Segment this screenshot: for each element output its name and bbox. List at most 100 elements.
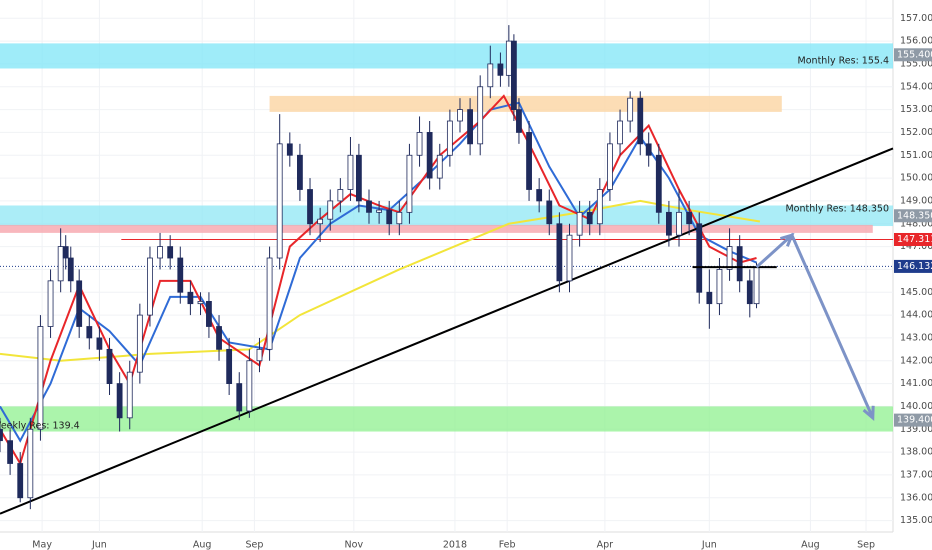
zone-label: Weekly Res: 139.4 xyxy=(0,421,80,432)
y-tick-label: 151.000 xyxy=(900,150,932,161)
price-badge xyxy=(894,48,932,62)
y-tick-label: 155.000 xyxy=(900,58,932,69)
candle-body xyxy=(446,120,453,156)
candle-body xyxy=(586,211,593,225)
candle-body xyxy=(436,154,443,179)
y-tick-label: 147.000 xyxy=(900,241,932,252)
candle-body xyxy=(57,246,64,282)
candle-body xyxy=(726,246,733,270)
candle-body xyxy=(106,348,113,384)
candle-body xyxy=(716,269,723,305)
candle-body xyxy=(666,211,672,236)
candle-body xyxy=(510,40,517,110)
y-tick-label: 145.000 xyxy=(900,287,932,298)
y-tick-label: 153.000 xyxy=(900,104,932,115)
price-badge-label: 148.350 xyxy=(897,210,932,221)
price-badge xyxy=(894,413,932,427)
x-tick-label: Feb xyxy=(499,540,516,550)
y-tick-label: 140.000 xyxy=(900,401,932,412)
candle-body xyxy=(116,383,123,419)
candle-body xyxy=(206,300,212,327)
price-badge xyxy=(894,232,932,246)
candle-body xyxy=(307,189,313,225)
y-tick-label: 152.000 xyxy=(900,127,932,138)
candle-body xyxy=(126,371,133,419)
price-badge xyxy=(894,209,932,223)
candle-body xyxy=(416,132,423,156)
x-tick-label: Sep xyxy=(857,540,875,550)
candle-body xyxy=(256,348,263,362)
candle-body xyxy=(27,428,34,499)
candle-body xyxy=(236,383,243,412)
candle-body xyxy=(76,280,83,327)
y-tick-label: 135.000 xyxy=(900,515,932,526)
candle-body xyxy=(607,143,613,190)
candle-body xyxy=(276,143,283,259)
resistance-zone xyxy=(0,406,893,432)
candle-body xyxy=(266,257,273,350)
candle-body xyxy=(187,291,194,305)
zone-label: Monthly Res: 148.350 xyxy=(785,203,889,214)
candle-body xyxy=(645,143,652,156)
candle-body xyxy=(556,223,563,282)
candle-body xyxy=(286,143,293,156)
candle-body xyxy=(696,223,703,293)
zone-label: Monthly Res: 155.4 xyxy=(798,55,889,66)
candle-body xyxy=(246,360,253,412)
candle-body xyxy=(396,211,403,225)
candle-body xyxy=(746,280,753,305)
candle-body xyxy=(576,211,583,236)
candle-body xyxy=(347,154,354,190)
x-tick-label: Nov xyxy=(345,540,364,550)
price-badge-label: 139.400 xyxy=(897,415,932,426)
candle-body xyxy=(136,314,143,373)
y-tick-label: 143.000 xyxy=(900,332,932,343)
candle-body xyxy=(0,428,3,442)
y-tick-label: 141.000 xyxy=(900,378,932,389)
candle-body xyxy=(297,154,303,190)
y-tick-label: 142.000 xyxy=(900,355,932,366)
candle-body xyxy=(627,97,634,122)
y-tick-label: 137.000 xyxy=(900,469,932,480)
candle-body xyxy=(736,246,743,282)
y-tick-label: 150.000 xyxy=(900,173,932,184)
candle-body xyxy=(86,326,93,339)
x-tick-label: Apr xyxy=(597,540,614,550)
x-tick-label: Aug xyxy=(193,540,212,550)
candle-body xyxy=(477,86,484,145)
candle-body xyxy=(516,109,522,133)
candle-body xyxy=(355,154,362,202)
arrow-head xyxy=(862,405,875,421)
candle-body xyxy=(37,326,44,430)
arrow-head xyxy=(779,232,795,247)
y-tick-label: 139.000 xyxy=(900,424,932,435)
y-tick-label: 156.000 xyxy=(900,36,932,47)
y-tick-label: 149.000 xyxy=(900,195,932,206)
resistance-zone xyxy=(0,43,893,69)
candle-body xyxy=(96,337,103,350)
candle-body xyxy=(317,218,324,225)
candle-body xyxy=(67,257,74,282)
candle-body xyxy=(147,257,153,316)
price-badge-label: 155.400 xyxy=(897,49,932,60)
candle-body xyxy=(366,200,372,213)
candle-body xyxy=(546,200,553,225)
candle-body xyxy=(386,209,393,225)
y-tick-label: 144.000 xyxy=(900,310,932,321)
pink-zone xyxy=(0,224,873,233)
candle-body xyxy=(497,63,504,76)
candle-body xyxy=(566,234,573,282)
candle-body xyxy=(376,209,383,213)
price-badge-label: 146.132 xyxy=(897,261,932,272)
candle-body xyxy=(17,463,24,499)
candle-body xyxy=(177,257,184,293)
candle-body xyxy=(526,132,532,190)
candle-body xyxy=(47,280,54,327)
candle-body xyxy=(426,132,433,179)
candle-body xyxy=(676,211,682,236)
candle-body xyxy=(637,97,644,145)
orange-zone xyxy=(269,95,782,112)
y-tick-label: 154.000 xyxy=(900,81,932,92)
